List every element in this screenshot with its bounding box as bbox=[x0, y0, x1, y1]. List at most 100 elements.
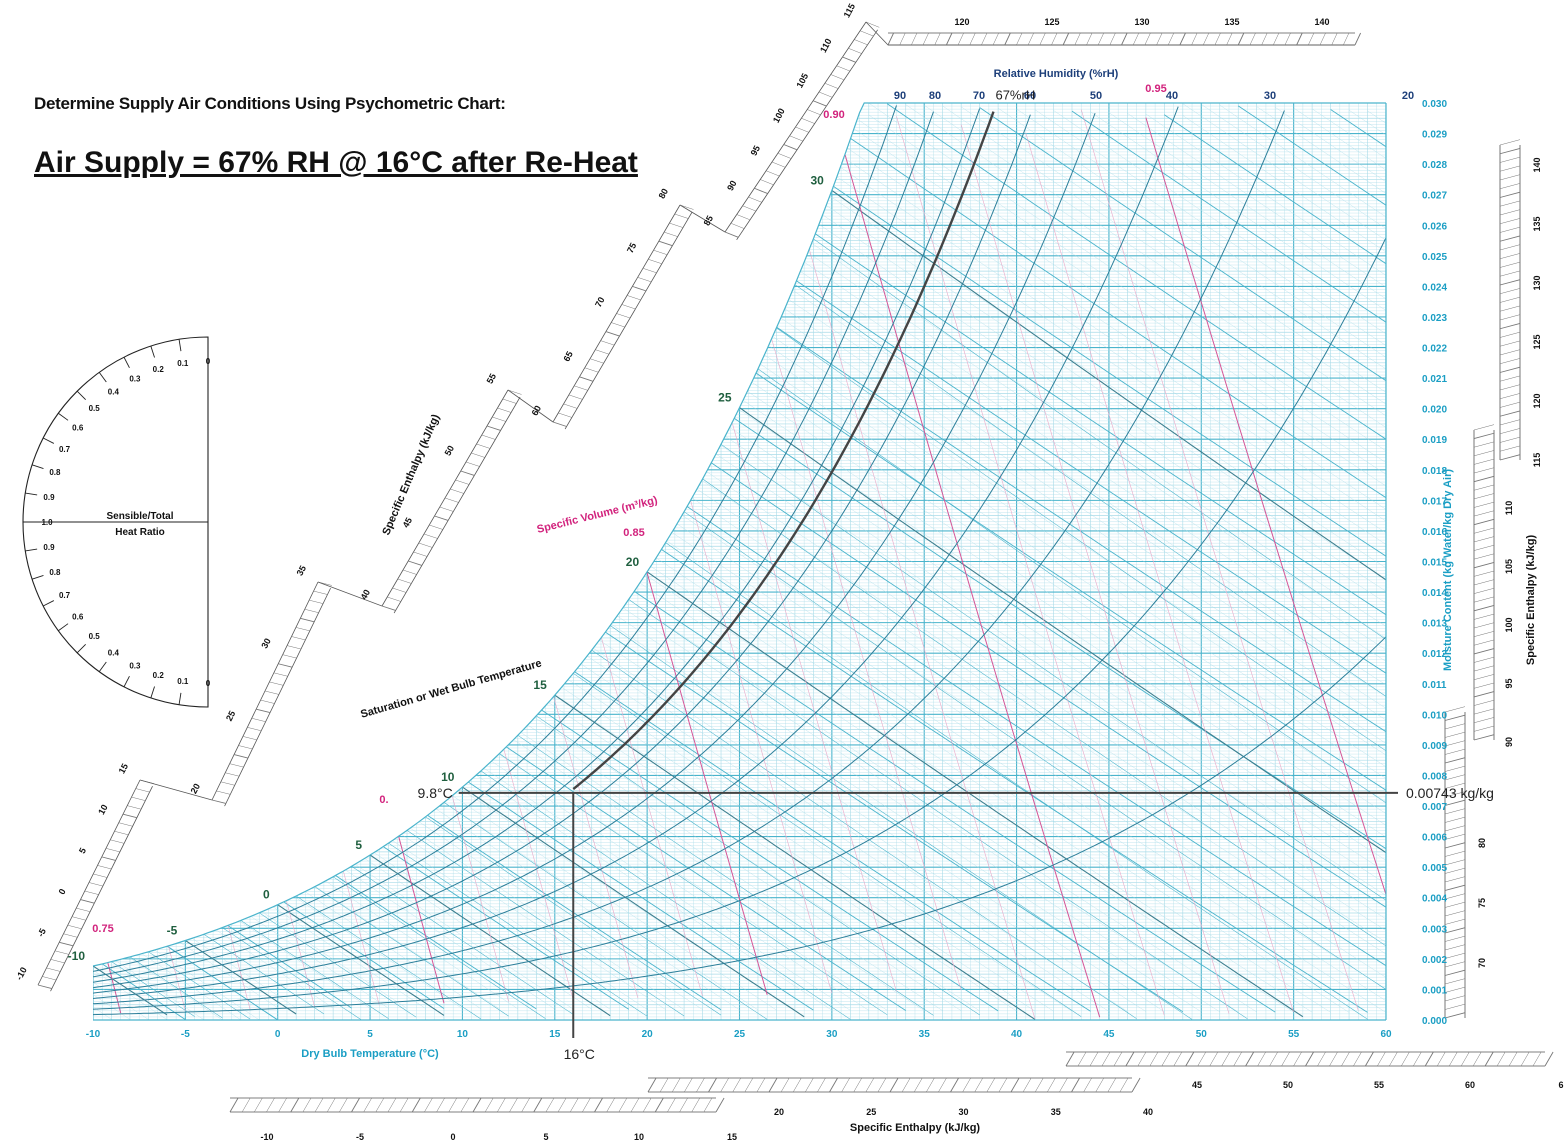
wetbulb-line bbox=[222, 927, 361, 1020]
wetbulb-label: 10 bbox=[441, 770, 455, 784]
top-rack-outline bbox=[865, 21, 1355, 46]
wetbulb-line bbox=[277, 904, 445, 1016]
shr-tick-label: 0.9 bbox=[43, 493, 55, 502]
rh-label: 90 bbox=[894, 90, 906, 102]
y-tick-label: 0.003 bbox=[1422, 924, 1447, 935]
y-tick-label: 0.005 bbox=[1422, 863, 1447, 874]
y-tick-label: 0.007 bbox=[1422, 802, 1447, 813]
enthalpy-diag-tick: 45 bbox=[401, 516, 415, 530]
wetbulb-line bbox=[332, 876, 546, 1019]
shr-tick bbox=[123, 675, 130, 688]
shr-tick bbox=[42, 600, 55, 607]
shr-tick bbox=[76, 644, 86, 654]
enthalpy-diag-tick: -5 bbox=[35, 927, 48, 939]
wetbulb-label: -5 bbox=[167, 924, 178, 938]
saturation-curve bbox=[92, 102, 1386, 967]
enthalpy-bottom-tick: 6 bbox=[1558, 1080, 1563, 1090]
wetbulb-label: 20 bbox=[626, 555, 640, 569]
enthalpy-diag-tick: 40 bbox=[359, 588, 373, 602]
shr-tick-label: 0.3 bbox=[129, 661, 141, 670]
enthalpy-line bbox=[942, 105, 1386, 405]
enthalpy-diag-tick: 85 bbox=[702, 214, 716, 228]
rh-label: 70 bbox=[973, 90, 985, 102]
wetbulb-line bbox=[573, 673, 1082, 1017]
rh-curve bbox=[93, 237, 1386, 1010]
y-tick-label: 0.014 bbox=[1422, 588, 1447, 599]
rh-label: 40 bbox=[1166, 90, 1178, 102]
y-tick-label: 0.010 bbox=[1422, 710, 1447, 721]
rh-label: 80 bbox=[929, 90, 941, 102]
x-axis-label: Dry Bulb Temperature (°C) bbox=[301, 1048, 439, 1060]
enthalpy-right-tick: 135 bbox=[1532, 216, 1542, 231]
wetbulb-line bbox=[610, 625, 1193, 1020]
shr-tick bbox=[76, 390, 86, 400]
chart-grid bbox=[93, 103, 1386, 1020]
enthalpy-diag-tick: 70 bbox=[593, 295, 607, 309]
enthalpy-bottom-tick: 35 bbox=[1051, 1107, 1061, 1117]
volume-line bbox=[93, 139, 315, 1008]
enthalpy-line bbox=[757, 110, 1386, 533]
enthalpy-bottom-tick: 45 bbox=[1192, 1080, 1202, 1090]
enthalpy-diag-tick: 95 bbox=[749, 144, 763, 158]
wetbulb-line bbox=[776, 327, 1386, 752]
x-tick-label: 25 bbox=[734, 1029, 746, 1040]
wetbulb-line bbox=[720, 444, 1386, 901]
wetbulb-line bbox=[259, 912, 417, 1018]
shr-tick-label: 0.1 bbox=[177, 677, 189, 686]
enthalpy-line bbox=[831, 113, 1386, 487]
enthalpy-diag-tick: 50 bbox=[443, 444, 457, 458]
y-tick-label: 0.012 bbox=[1422, 649, 1447, 660]
shr-tick bbox=[150, 345, 155, 358]
enthalpy-diag-tick: 65 bbox=[561, 350, 575, 364]
shr-tick bbox=[178, 692, 182, 705]
enthalpy-top-tick: 125 bbox=[1044, 17, 1059, 27]
y-tick-label: 0.030 bbox=[1422, 99, 1447, 110]
rh-curve bbox=[93, 110, 1285, 1005]
wetbulb-line bbox=[536, 715, 980, 1016]
enthalpy-right-tick: 140 bbox=[1532, 157, 1542, 172]
enthalpy-bottom-lower bbox=[229, 1097, 725, 1113]
y-tick-label: 0.020 bbox=[1422, 405, 1447, 416]
wetbulb-line bbox=[831, 189, 1386, 581]
y-tick-label: 0.004 bbox=[1422, 894, 1447, 905]
y-tick-label: 0.017 bbox=[1422, 496, 1447, 507]
enthalpy-line bbox=[1330, 109, 1386, 148]
enthalpy-bottom-tick: 55 bbox=[1374, 1080, 1384, 1090]
x-tick-label: -5 bbox=[181, 1029, 190, 1040]
enthalpy-right-tick: 75 bbox=[1477, 898, 1487, 908]
wetbulb-line bbox=[129, 956, 223, 1019]
enthalpy-stair-scale bbox=[724, 21, 880, 241]
volume-line bbox=[831, 107, 1101, 1018]
enthalpy-top-scale bbox=[887, 32, 1362, 46]
enthalpy-line bbox=[1201, 104, 1386, 229]
enthalpy-line bbox=[905, 104, 1386, 428]
enthalpy-line bbox=[850, 114, 1386, 475]
enthalpy-line bbox=[1275, 107, 1386, 182]
volume-line bbox=[1025, 132, 1294, 1013]
x-tick-label: 60 bbox=[1380, 1029, 1392, 1040]
y-tick-label: 0.011 bbox=[1422, 680, 1447, 691]
wetbulb-line bbox=[554, 694, 1036, 1020]
enthalpy-line bbox=[1108, 112, 1386, 299]
enthalpy-right-tick: 90 bbox=[1504, 737, 1514, 747]
enthalpy-bottom-tick: 60 bbox=[1465, 1080, 1475, 1090]
y-tick-label: 0.022 bbox=[1422, 344, 1447, 355]
wetbulb-label: 30 bbox=[810, 173, 824, 187]
volume-line bbox=[148, 111, 380, 1006]
volume-line bbox=[960, 124, 1230, 1014]
enthalpy-diag-tick: -10 bbox=[14, 965, 29, 981]
enthalpy-diag-tick: 60 bbox=[530, 404, 544, 418]
enthalpy-right-tick: 110 bbox=[1504, 501, 1514, 516]
enthalpy-right-tick: 130 bbox=[1532, 275, 1542, 290]
rh-label: 60 bbox=[1024, 90, 1036, 102]
enthalpy-bottom-tick: 25 bbox=[866, 1107, 876, 1117]
y-tick-label: 0.006 bbox=[1422, 833, 1447, 844]
enthalpy-right-tick: 105 bbox=[1504, 559, 1514, 574]
enthalpy-line bbox=[1053, 110, 1386, 335]
enthalpy-top-tick: 140 bbox=[1314, 17, 1329, 27]
volume-line bbox=[896, 116, 1165, 1016]
shr-tick-label: 0.5 bbox=[89, 404, 101, 413]
wetbulb-line bbox=[388, 842, 648, 1017]
enthalpy-right-tick: 120 bbox=[1532, 393, 1542, 408]
